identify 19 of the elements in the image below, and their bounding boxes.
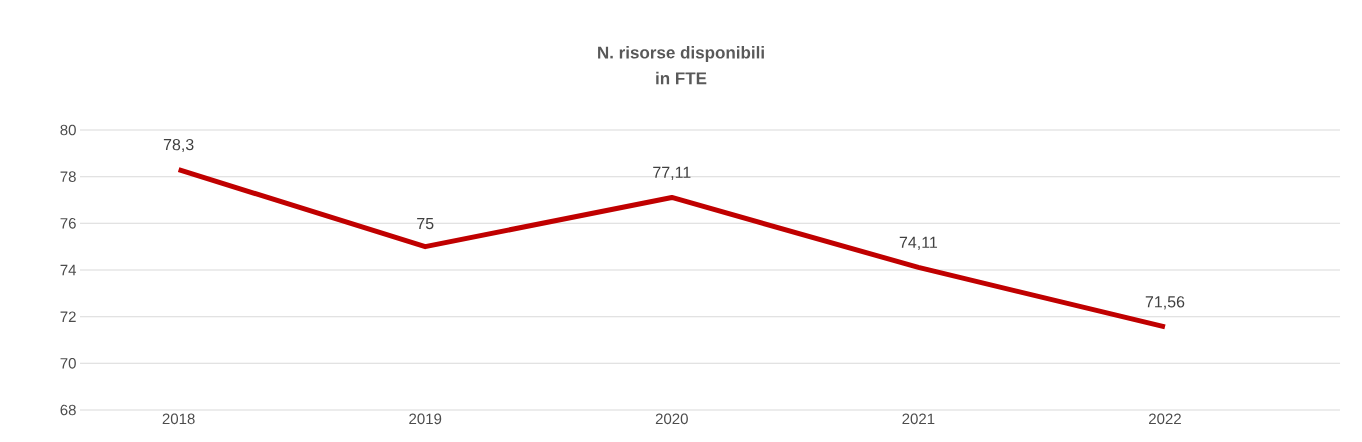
y-tick-label: 78 xyxy=(60,171,76,182)
y-tick-label: 72 xyxy=(60,311,76,322)
x-tick-label: 2019 xyxy=(409,413,442,425)
data-label: 77,11 xyxy=(653,166,691,180)
y-tick-label: 74 xyxy=(60,264,77,276)
x-tick-label: 2020 xyxy=(655,413,688,425)
x-tick-label: 2022 xyxy=(1149,413,1181,425)
x-tick-label: 2021 xyxy=(902,413,935,425)
x-tick-label: 2018 xyxy=(162,413,195,425)
data-label: 78,3 xyxy=(163,138,194,153)
data-label: 74,11 xyxy=(899,236,938,250)
chart-subtitle: in FTE xyxy=(656,71,707,85)
y-tick-label: 80 xyxy=(60,124,76,136)
y-tick-label: 76 xyxy=(60,218,76,229)
data-label: 71,56 xyxy=(1145,296,1185,310)
data-label: 75 xyxy=(417,217,434,230)
chart-title: N. risorse disponibili xyxy=(598,46,764,62)
y-tick-label: 70 xyxy=(60,358,76,369)
y-tick-label: 68 xyxy=(60,404,76,416)
